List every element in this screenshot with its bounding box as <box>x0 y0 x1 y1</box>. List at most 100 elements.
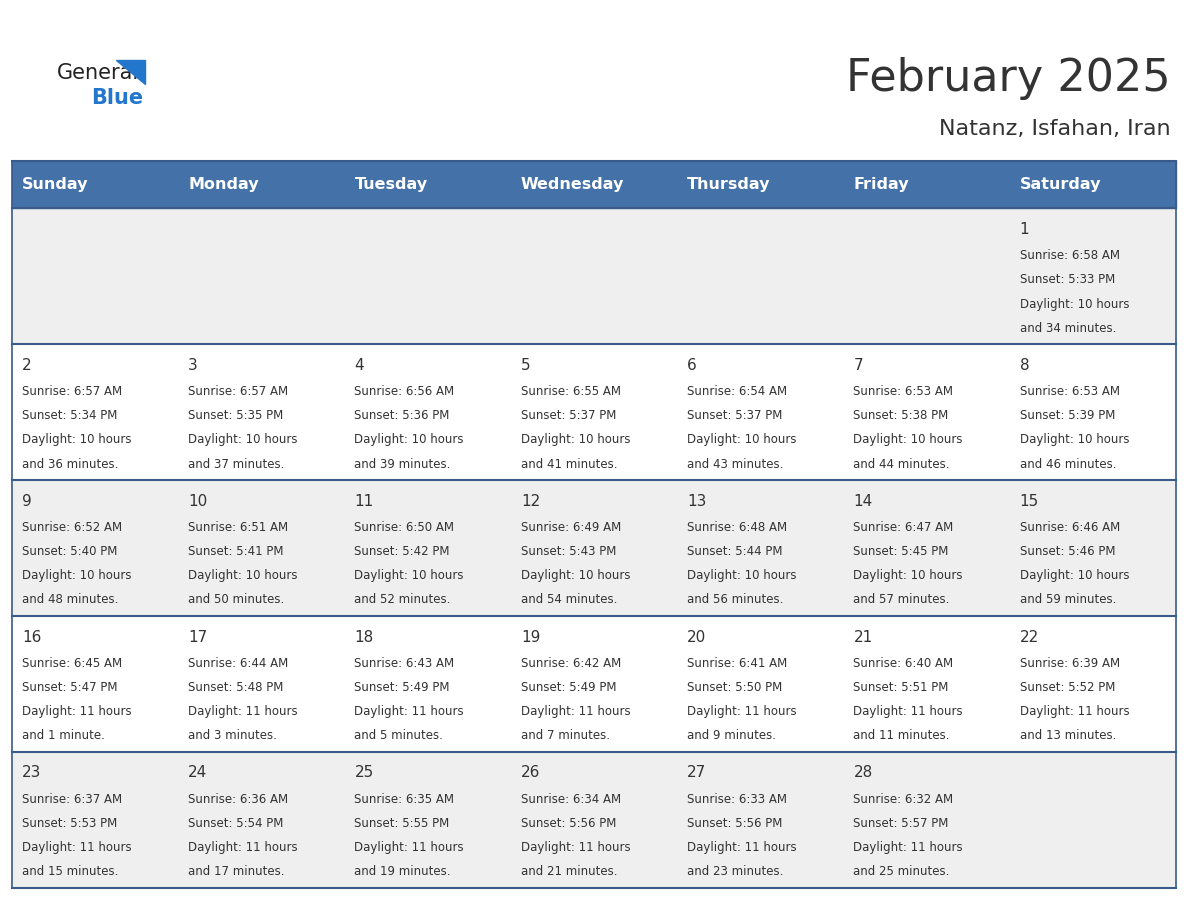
Text: Sunset: 5:37 PM: Sunset: 5:37 PM <box>520 409 617 422</box>
Text: 10: 10 <box>188 494 208 509</box>
Text: Daylight: 11 hours: Daylight: 11 hours <box>1019 705 1130 718</box>
Text: Sunrise: 6:43 AM: Sunrise: 6:43 AM <box>354 656 455 670</box>
Text: Daylight: 10 hours: Daylight: 10 hours <box>1019 297 1130 310</box>
Text: 1: 1 <box>1019 222 1030 237</box>
Text: Daylight: 11 hours: Daylight: 11 hours <box>687 705 797 718</box>
Text: Sunrise: 6:50 AM: Sunrise: 6:50 AM <box>354 521 455 534</box>
Bar <box>12 752 1176 888</box>
Text: and 19 minutes.: and 19 minutes. <box>354 865 451 879</box>
Text: 5: 5 <box>520 358 531 373</box>
Text: 3: 3 <box>188 358 198 373</box>
Text: Sunset: 5:45 PM: Sunset: 5:45 PM <box>853 545 949 558</box>
Text: Tuesday: Tuesday <box>354 177 428 192</box>
Text: and 25 minutes.: and 25 minutes. <box>853 865 950 879</box>
Text: Thursday: Thursday <box>687 177 771 192</box>
Bar <box>1010 161 1176 208</box>
Bar <box>843 161 1010 208</box>
Text: 23: 23 <box>21 766 42 780</box>
Text: Saturday: Saturday <box>1019 177 1101 192</box>
Text: Sunday: Sunday <box>21 177 88 192</box>
Text: 26: 26 <box>520 766 541 780</box>
Bar <box>511 161 677 208</box>
Text: Sunrise: 6:45 AM: Sunrise: 6:45 AM <box>21 656 122 670</box>
Text: General: General <box>57 63 139 84</box>
Text: Daylight: 10 hours: Daylight: 10 hours <box>21 569 132 582</box>
Text: Sunset: 5:40 PM: Sunset: 5:40 PM <box>21 545 118 558</box>
Text: Sunset: 5:46 PM: Sunset: 5:46 PM <box>1019 545 1116 558</box>
Bar <box>12 480 1176 616</box>
Text: Sunrise: 6:47 AM: Sunrise: 6:47 AM <box>853 521 954 534</box>
Text: Sunrise: 6:33 AM: Sunrise: 6:33 AM <box>687 792 788 806</box>
Text: and 34 minutes.: and 34 minutes. <box>1019 321 1117 335</box>
Text: and 3 minutes.: and 3 minutes. <box>188 729 277 743</box>
Text: Sunset: 5:56 PM: Sunset: 5:56 PM <box>687 817 783 830</box>
Text: Daylight: 10 hours: Daylight: 10 hours <box>1019 569 1130 582</box>
Text: 7: 7 <box>853 358 864 373</box>
Bar <box>178 161 345 208</box>
Text: Sunrise: 6:54 AM: Sunrise: 6:54 AM <box>687 385 788 398</box>
Text: and 39 minutes.: and 39 minutes. <box>354 457 451 471</box>
Text: Monday: Monday <box>188 177 259 192</box>
Text: Sunset: 5:37 PM: Sunset: 5:37 PM <box>687 409 783 422</box>
Text: Sunset: 5:48 PM: Sunset: 5:48 PM <box>188 681 284 694</box>
Text: Sunrise: 6:37 AM: Sunrise: 6:37 AM <box>21 792 122 806</box>
Text: Sunset: 5:49 PM: Sunset: 5:49 PM <box>520 681 617 694</box>
Text: 8: 8 <box>1019 358 1030 373</box>
Text: Daylight: 11 hours: Daylight: 11 hours <box>354 705 465 718</box>
Bar <box>345 161 511 208</box>
Text: and 1 minute.: and 1 minute. <box>21 729 105 743</box>
Text: Sunrise: 6:39 AM: Sunrise: 6:39 AM <box>1019 656 1120 670</box>
Text: Blue: Blue <box>91 88 144 108</box>
Text: 21: 21 <box>853 630 873 644</box>
Text: Sunrise: 6:44 AM: Sunrise: 6:44 AM <box>188 656 289 670</box>
Text: Sunset: 5:47 PM: Sunset: 5:47 PM <box>21 681 118 694</box>
Text: Sunset: 5:54 PM: Sunset: 5:54 PM <box>188 817 284 830</box>
Text: Daylight: 10 hours: Daylight: 10 hours <box>520 433 631 446</box>
Text: Sunrise: 6:55 AM: Sunrise: 6:55 AM <box>520 385 621 398</box>
Text: Sunrise: 6:42 AM: Sunrise: 6:42 AM <box>520 656 621 670</box>
Bar <box>12 616 1176 752</box>
Text: Daylight: 10 hours: Daylight: 10 hours <box>853 433 963 446</box>
Bar <box>677 161 843 208</box>
Text: Sunset: 5:36 PM: Sunset: 5:36 PM <box>354 409 450 422</box>
Bar <box>12 344 1176 480</box>
Text: Sunrise: 6:51 AM: Sunrise: 6:51 AM <box>188 521 289 534</box>
Text: and 56 minutes.: and 56 minutes. <box>687 593 784 607</box>
Text: Sunrise: 6:52 AM: Sunrise: 6:52 AM <box>21 521 122 534</box>
Text: Sunrise: 6:36 AM: Sunrise: 6:36 AM <box>188 792 289 806</box>
Text: Daylight: 11 hours: Daylight: 11 hours <box>21 841 132 854</box>
Text: 22: 22 <box>1019 630 1040 644</box>
Text: Daylight: 10 hours: Daylight: 10 hours <box>354 569 465 582</box>
Text: Daylight: 10 hours: Daylight: 10 hours <box>687 569 797 582</box>
Text: Sunset: 5:33 PM: Sunset: 5:33 PM <box>1019 274 1116 286</box>
Text: Sunrise: 6:56 AM: Sunrise: 6:56 AM <box>354 385 455 398</box>
Text: 2: 2 <box>21 358 32 373</box>
Text: Wednesday: Wednesday <box>520 177 624 192</box>
Text: Sunrise: 6:40 AM: Sunrise: 6:40 AM <box>853 656 954 670</box>
Text: and 23 minutes.: and 23 minutes. <box>687 865 784 879</box>
Text: February 2025: February 2025 <box>846 57 1170 99</box>
Polygon shape <box>116 60 145 84</box>
Text: and 21 minutes.: and 21 minutes. <box>520 865 618 879</box>
Text: Sunrise: 6:41 AM: Sunrise: 6:41 AM <box>687 656 788 670</box>
Text: 6: 6 <box>687 358 697 373</box>
Text: and 9 minutes.: and 9 minutes. <box>687 729 776 743</box>
Text: 17: 17 <box>188 630 208 644</box>
Text: Sunrise: 6:34 AM: Sunrise: 6:34 AM <box>520 792 621 806</box>
Text: Sunset: 5:49 PM: Sunset: 5:49 PM <box>354 681 450 694</box>
Text: Daylight: 10 hours: Daylight: 10 hours <box>21 433 132 446</box>
Text: 25: 25 <box>354 766 374 780</box>
Text: and 7 minutes.: and 7 minutes. <box>520 729 609 743</box>
Text: 27: 27 <box>687 766 707 780</box>
Text: 9: 9 <box>21 494 32 509</box>
Text: Daylight: 11 hours: Daylight: 11 hours <box>520 841 631 854</box>
Text: and 43 minutes.: and 43 minutes. <box>687 457 784 471</box>
Text: and 11 minutes.: and 11 minutes. <box>853 729 950 743</box>
Text: Sunset: 5:55 PM: Sunset: 5:55 PM <box>354 817 450 830</box>
Text: Sunset: 5:56 PM: Sunset: 5:56 PM <box>520 817 617 830</box>
Text: Sunset: 5:35 PM: Sunset: 5:35 PM <box>188 409 284 422</box>
Text: and 57 minutes.: and 57 minutes. <box>853 593 950 607</box>
Text: Daylight: 10 hours: Daylight: 10 hours <box>188 569 298 582</box>
Text: Sunrise: 6:57 AM: Sunrise: 6:57 AM <box>21 385 122 398</box>
Text: 24: 24 <box>188 766 208 780</box>
